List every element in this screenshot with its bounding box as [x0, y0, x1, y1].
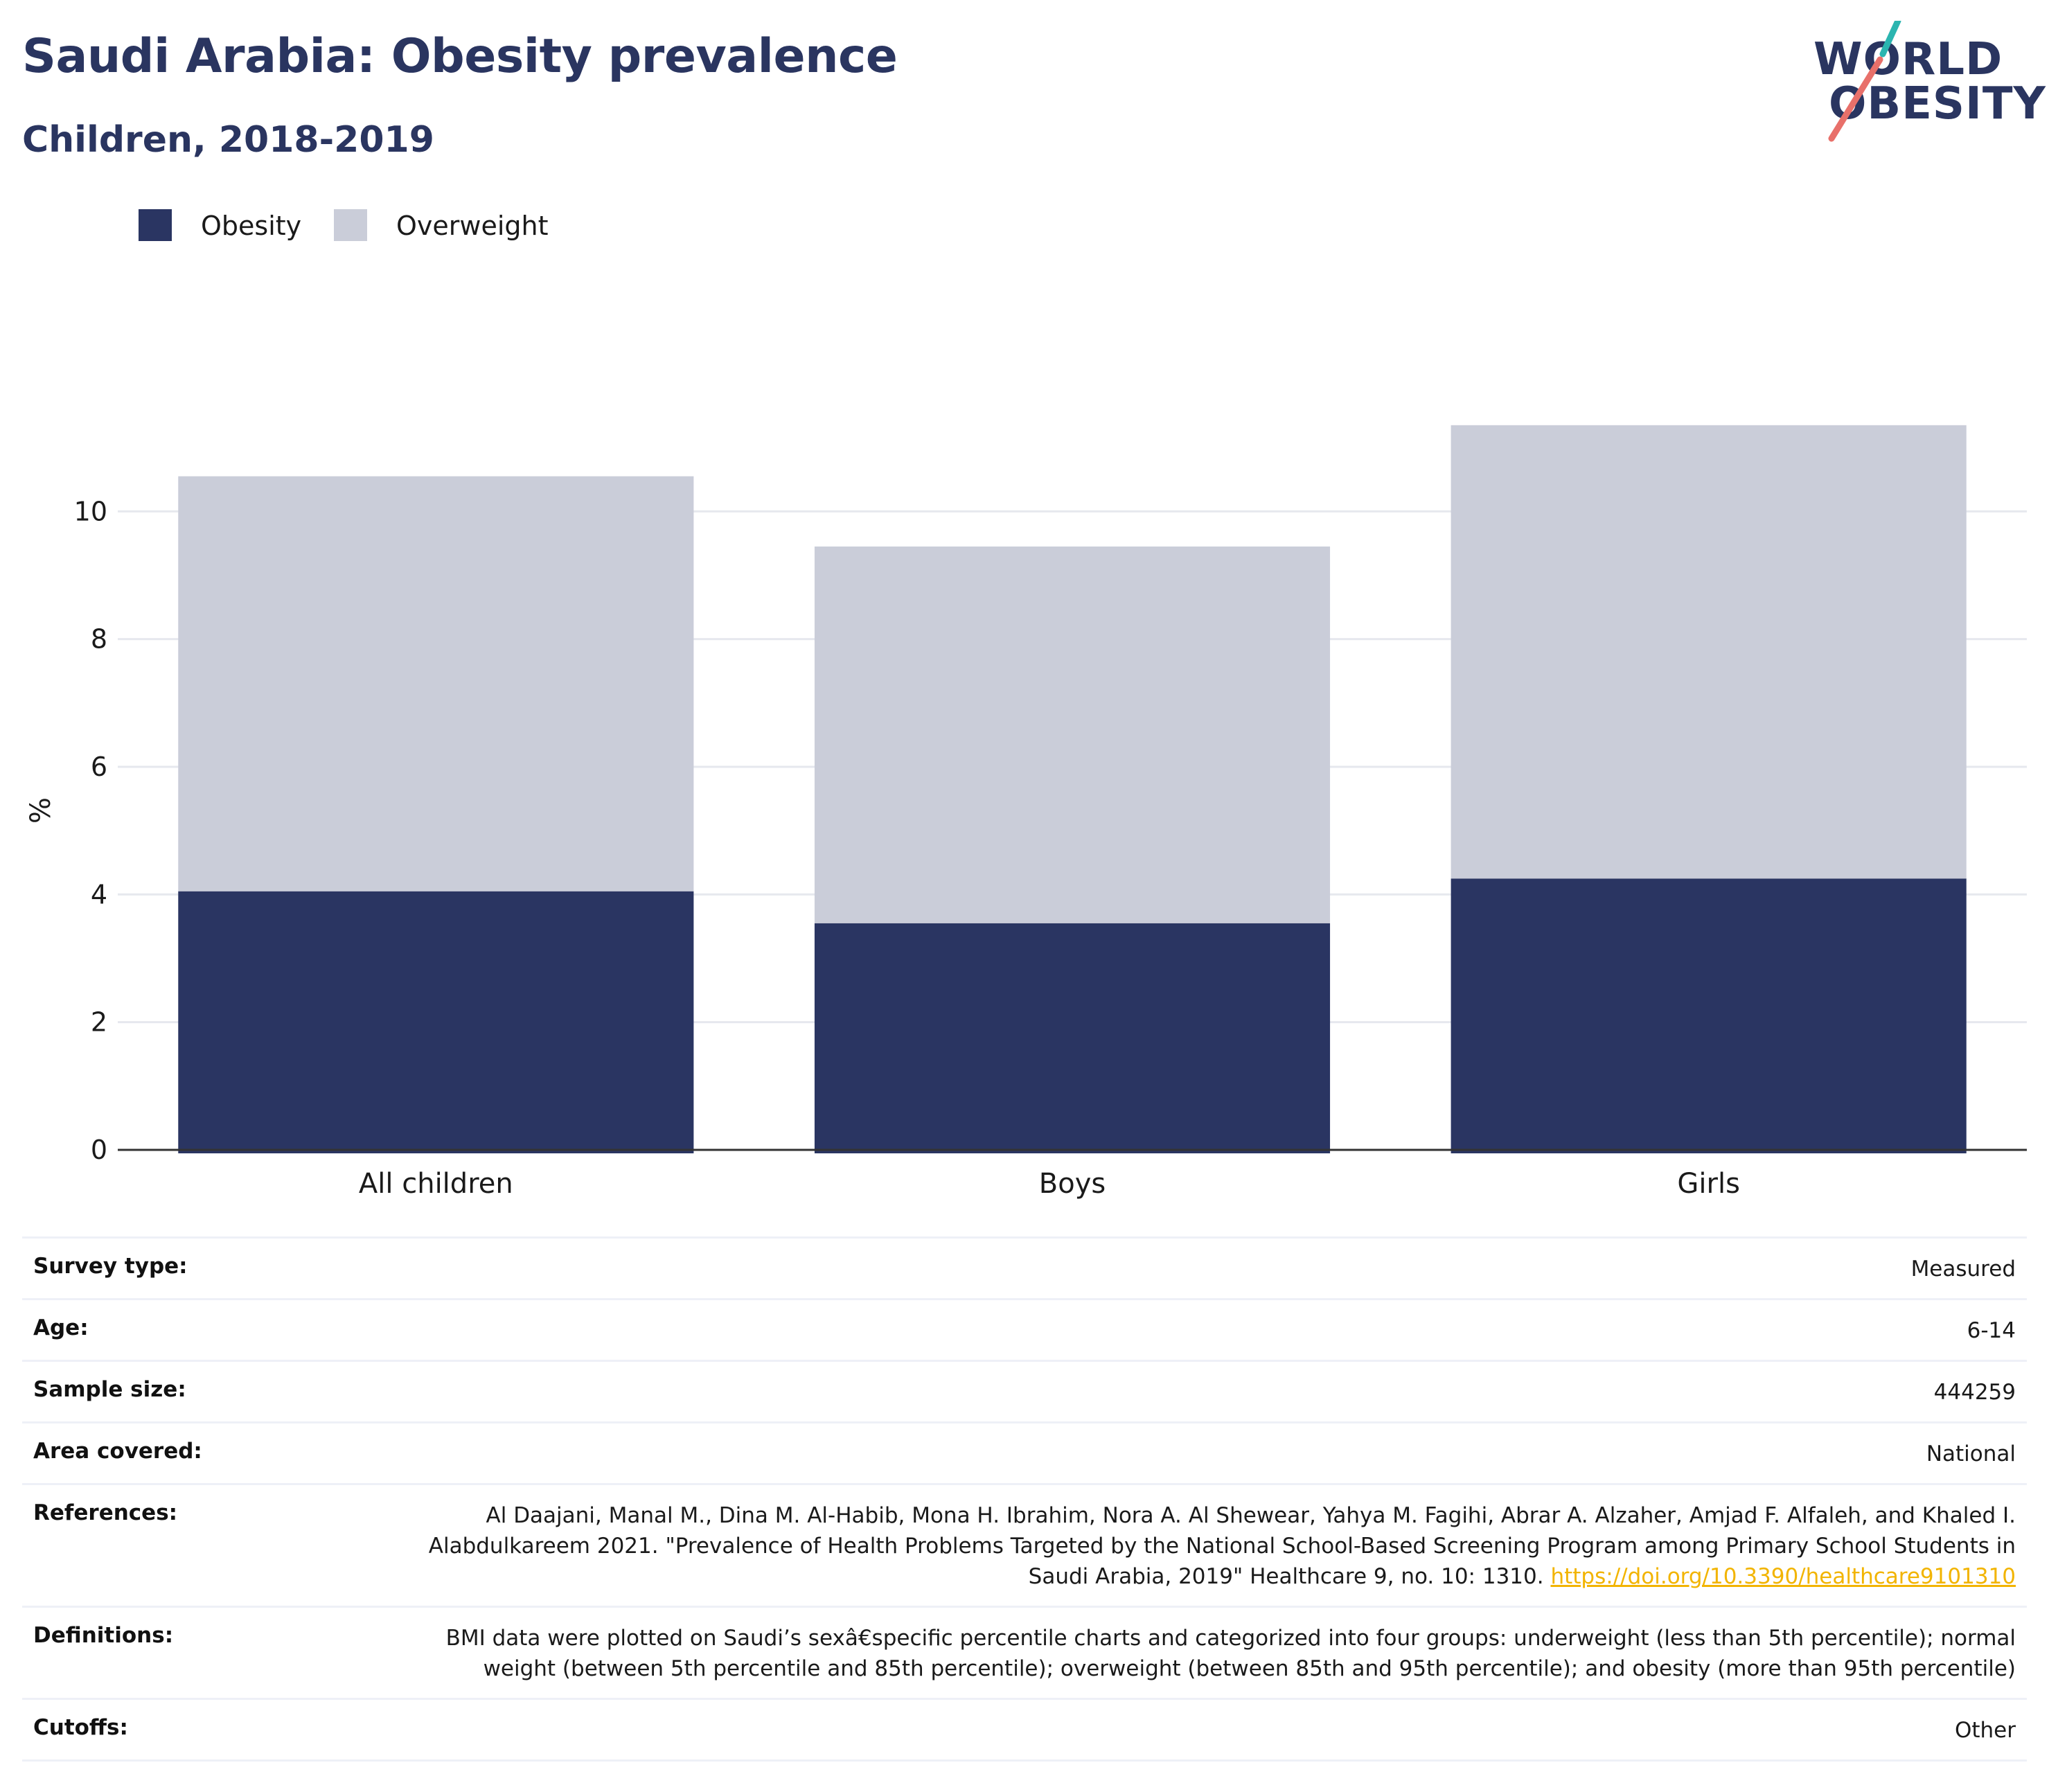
- metadata-row: Area covered: National: [22, 1421, 2027, 1483]
- y-tick-label: 0: [91, 1135, 107, 1165]
- y-axis-label: %: [25, 797, 57, 824]
- x-tick-label: Girls: [1677, 1168, 1740, 1200]
- bar-obesity[interactable]: [814, 923, 1331, 1153]
- metadata-row: Definitions: BMI data were plotted on Sau…: [22, 1606, 2027, 1698]
- y-tick-label: 10: [74, 496, 107, 526]
- metadata-row: References: Al Daajani, Manal M., Dina M.…: [22, 1483, 2027, 1606]
- metadata-label: Sample size:: [33, 1377, 186, 1402]
- metadata-label: Cutoffs:: [33, 1715, 128, 1740]
- metadata-label: Area covered:: [33, 1439, 202, 1464]
- y-tick-label: 4: [91, 879, 107, 910]
- metadata-value: National: [1926, 1441, 2016, 1466]
- metadata-value: Al Daajani, Manal M., Dina M. Al-Habib, …: [428, 1503, 2016, 1589]
- bar-obesity[interactable]: [1451, 878, 1967, 1153]
- legend-label-obesity: Obesity: [201, 211, 302, 241]
- chart-subtitle: Children, 2018-2019: [22, 119, 434, 161]
- y-tick-label: 8: [91, 624, 107, 655]
- chart-title: Saudi Arabia: Obesity prevalence: [22, 29, 898, 84]
- metadata-value: Other: [1954, 1718, 2016, 1743]
- metadata-label: Survey type:: [33, 1254, 188, 1279]
- metadata-row: Cutoffs: Other: [22, 1698, 2027, 1762]
- x-tick-label: Boys: [1039, 1168, 1106, 1200]
- metadata-table: Survey type: Measured Age: 6-14 Sample size:…: [22, 1236, 2027, 1762]
- bar-obesity[interactable]: [178, 891, 694, 1153]
- metadata-label: Age:: [33, 1315, 89, 1340]
- bar-chart: 0 2 4 6 8 10% All children Boys Girls: [25, 425, 2027, 1200]
- bar-overweight[interactable]: [1451, 425, 1967, 879]
- y-tick-label: 2: [91, 1007, 107, 1038]
- metadata-label: Definitions:: [33, 1623, 174, 1648]
- world-obesity-logo: WORLD OBESITY: [1808, 21, 2046, 145]
- legend-swatch-overweight: [334, 209, 367, 241]
- metadata-row: Age: 6-14: [22, 1298, 2027, 1360]
- bar-overweight[interactable]: [814, 546, 1331, 923]
- metadata-value: BMI data were plotted on Saudi’s sexâ€‌s…: [445, 1626, 2016, 1681]
- metadata-row: Sample size: 444259: [22, 1360, 2027, 1421]
- metadata-value: Measured: [1910, 1257, 2016, 1281]
- legend-swatch-obesity: [139, 209, 172, 241]
- metadata-row: Survey type: Measured: [22, 1236, 2027, 1298]
- metadata-value: 6-14: [1967, 1318, 2016, 1343]
- metadata-value: 444259: [1933, 1380, 2016, 1405]
- y-tick-label: 6: [91, 752, 107, 782]
- bar-overweight[interactable]: [178, 476, 694, 891]
- metadata-label: References:: [33, 1500, 178, 1525]
- logo-slash-icon: [1828, 21, 1901, 142]
- logo-line1: WORLD: [1813, 34, 2003, 85]
- reference-link[interactable]: https://doi.org/10.3390/healthcare910131…: [1550, 1564, 2016, 1589]
- legend-label-overweight: Overweight: [396, 211, 549, 241]
- x-tick-label: All children: [359, 1168, 513, 1200]
